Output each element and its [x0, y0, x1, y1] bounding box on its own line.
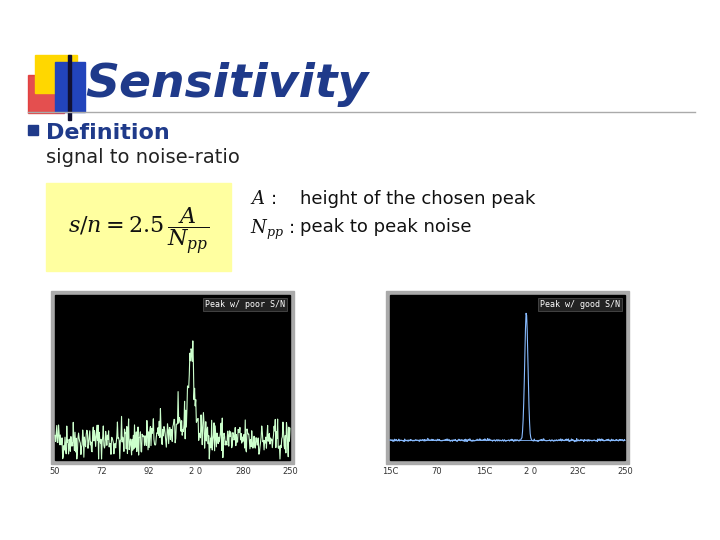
Bar	[386, 291, 629, 464]
Bar	[68, 55, 71, 120]
Text: Peak w/ poor S/N: Peak w/ poor S/N	[205, 300, 285, 309]
Text: height of the chosen peak: height of the chosen peak	[300, 190, 536, 208]
Text: $A$ :: $A$ :	[250, 190, 276, 208]
Bar	[28, 75, 64, 113]
Bar	[55, 295, 290, 460]
Text: signal to noise-ratio: signal to noise-ratio	[46, 148, 240, 167]
Text: 23C: 23C	[570, 467, 586, 476]
Text: $s/n = 2.5\,\dfrac{A}{N_{pp}}$: $s/n = 2.5\,\dfrac{A}{N_{pp}}$	[68, 206, 209, 256]
Bar	[35, 55, 77, 93]
Text: 50: 50	[50, 467, 60, 476]
Text: 2 0: 2 0	[189, 467, 202, 476]
Text: 72: 72	[96, 467, 107, 476]
Text: 280: 280	[235, 467, 251, 476]
Text: peak to peak noise: peak to peak noise	[300, 218, 472, 236]
Text: Definition: Definition	[46, 123, 170, 143]
Bar	[46, 183, 231, 271]
Text: 250: 250	[617, 467, 633, 476]
Text: 70: 70	[432, 467, 442, 476]
Text: 15C: 15C	[382, 467, 398, 476]
Text: 250: 250	[282, 467, 298, 476]
Bar	[390, 295, 625, 460]
Bar	[28, 125, 38, 135]
Text: Sensitivity: Sensitivity	[85, 62, 368, 107]
Text: 92: 92	[144, 467, 154, 476]
Bar	[51, 291, 294, 464]
Text: 2 0: 2 0	[524, 467, 538, 476]
Bar	[55, 62, 85, 112]
Text: $N_{pp}$ :: $N_{pp}$ :	[250, 218, 294, 242]
Text: Peak w/ good S/N: Peak w/ good S/N	[540, 300, 620, 309]
Text: 15C: 15C	[476, 467, 492, 476]
